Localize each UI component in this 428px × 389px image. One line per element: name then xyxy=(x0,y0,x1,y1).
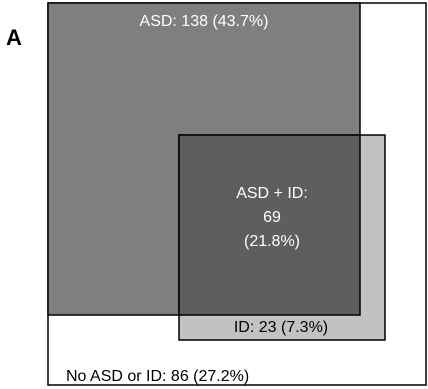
no-asd-or-id-label: No ASD or ID: 86 (27.2%) xyxy=(66,368,249,385)
asd-id-overlap-region xyxy=(178,134,361,316)
overlap-label-count: 69 xyxy=(263,209,281,226)
panel-letter: A xyxy=(6,25,22,50)
asd-label: ASD: 138 (43.7%) xyxy=(140,13,269,30)
overlap-label-title: ASD + ID: xyxy=(236,185,308,202)
overlap-label-percent: (21.8%) xyxy=(244,233,300,250)
id-label: ID: 23 (7.3%) xyxy=(234,319,328,336)
